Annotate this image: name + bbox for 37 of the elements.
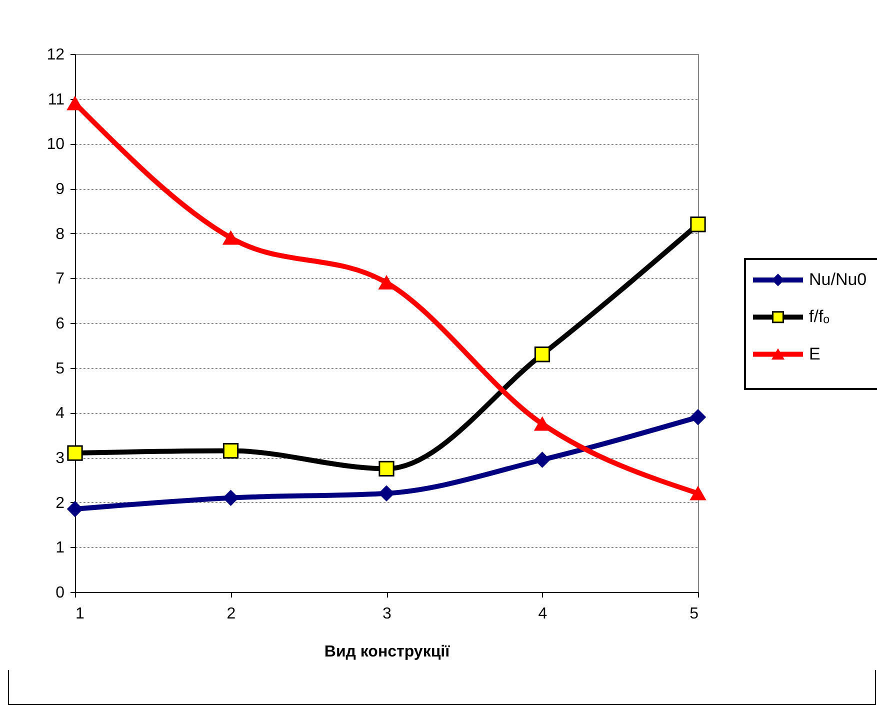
y-tick-label: 12 [46, 46, 65, 64]
y-tick-label: 8 [56, 226, 65, 243]
point [378, 276, 394, 290]
x-axis-title: Вид конструкції [324, 644, 450, 660]
point [534, 452, 550, 468]
point [222, 442, 239, 459]
point [67, 96, 83, 110]
point [222, 490, 239, 506]
point [534, 346, 550, 362]
point [67, 445, 83, 461]
point [222, 230, 239, 245]
y-tick-label: 0 [56, 584, 65, 602]
y-tick-label: 4 [56, 405, 65, 422]
point [67, 501, 83, 517]
y-tick-label: 5 [56, 360, 65, 378]
point [690, 486, 706, 500]
y-tick-label: 11 [48, 91, 65, 108]
point [534, 417, 550, 431]
x-tick-label: 1 [76, 606, 84, 622]
legend-label: Nu/Nu0 [809, 270, 867, 289]
y-tick-label: 10 [46, 136, 65, 154]
x-tick-label: 4 [538, 606, 548, 622]
legend-label: f/fₒ [809, 307, 830, 326]
y-tick-label: 7 [56, 270, 65, 288]
point [378, 486, 394, 502]
x-tick-label: 5 [690, 606, 699, 622]
y-tick-label: 2 [56, 494, 65, 512]
y-tick-label: 6 [56, 316, 65, 332]
point [690, 409, 706, 425]
legend-label: E [809, 344, 820, 364]
point [378, 460, 394, 477]
point [690, 216, 706, 232]
x-tick-label: 2 [226, 606, 236, 622]
x-tick-label: 3 [382, 606, 392, 622]
y-tick-label: 9 [56, 181, 65, 198]
y-tick-label: 1 [56, 540, 65, 557]
y-tick-label: 3 [56, 450, 65, 467]
